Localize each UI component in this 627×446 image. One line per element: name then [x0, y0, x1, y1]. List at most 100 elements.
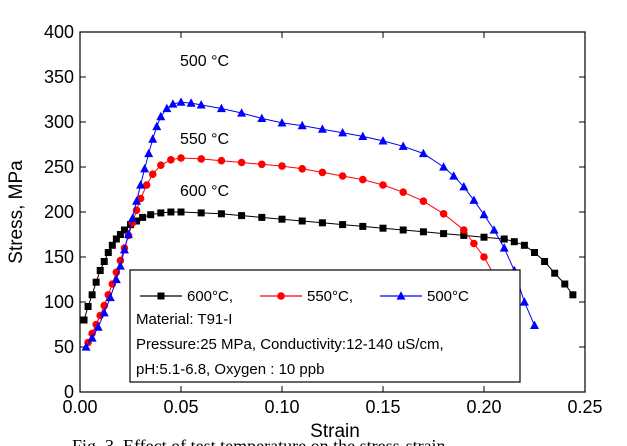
marker	[80, 316, 88, 324]
marker	[358, 131, 368, 140]
marker	[156, 111, 166, 121]
x-tick-label: 0.15	[365, 397, 400, 417]
y-tick-label: 350	[44, 67, 74, 87]
marker	[237, 158, 246, 167]
marker	[197, 155, 205, 163]
annotation: 550 °C	[180, 131, 229, 148]
marker	[148, 170, 157, 178]
marker	[186, 98, 196, 107]
marker	[217, 210, 225, 218]
marker	[112, 235, 120, 243]
marker	[510, 238, 518, 246]
x-tick-label: 0.00	[62, 397, 97, 417]
legend-note: pH:5.1-6.8, Oxygen : 10 ppb	[136, 361, 324, 378]
marker	[479, 209, 489, 219]
marker	[359, 222, 367, 230]
marker	[177, 154, 185, 162]
marker	[338, 128, 348, 137]
marker	[87, 333, 97, 342]
marker	[338, 172, 347, 180]
marker	[167, 156, 175, 164]
marker	[147, 211, 155, 219]
marker	[152, 121, 162, 131]
marker	[277, 292, 285, 300]
marker	[399, 188, 408, 196]
legend-label: 550°C,	[307, 288, 353, 305]
y-tick-label: 300	[44, 112, 74, 132]
marker	[258, 160, 266, 169]
marker	[419, 228, 427, 236]
marker	[460, 231, 468, 239]
marker	[93, 322, 103, 331]
marker	[298, 165, 307, 173]
marker	[105, 292, 115, 302]
marker	[499, 243, 509, 252]
y-tick-label: 150	[44, 247, 74, 267]
marker	[133, 217, 141, 225]
marker	[277, 118, 287, 127]
legend-note: Material: T91-I	[136, 311, 232, 328]
marker	[440, 230, 448, 238]
marker	[317, 124, 327, 133]
marker	[84, 303, 92, 310]
legend-box	[129, 269, 521, 383]
x-tick-label: 0.05	[163, 397, 198, 417]
marker	[217, 156, 226, 165]
marker	[531, 249, 538, 256]
y-tick-label: 100	[44, 292, 74, 312]
marker	[92, 278, 100, 286]
marker	[318, 219, 326, 227]
marker	[100, 258, 108, 265]
marker	[115, 261, 125, 270]
marker	[297, 120, 307, 130]
marker	[460, 226, 468, 234]
caption: Fig. 3. Effect of test temperature on th…	[72, 436, 446, 446]
marker	[480, 233, 488, 241]
legend-label: 500°C	[427, 288, 469, 305]
marker	[238, 212, 246, 220]
marker	[519, 297, 529, 306]
marker	[148, 134, 158, 143]
marker	[318, 168, 327, 177]
marker	[379, 181, 387, 189]
legend-note: Pressure:25 MPa, Conductivity:12-140 uS/…	[136, 336, 444, 353]
marker	[157, 209, 165, 217]
marker	[99, 308, 109, 317]
marker	[339, 221, 347, 229]
y-tick-label: 50	[54, 337, 74, 357]
x-tick-label: 0.20	[466, 397, 501, 417]
marker	[258, 213, 266, 221]
y-axis-label: Stress, MPa	[6, 160, 27, 264]
marker	[449, 171, 459, 180]
marker	[418, 148, 428, 158]
marker	[419, 197, 428, 205]
marker	[399, 226, 407, 234]
marker	[104, 249, 112, 256]
x-tick-label: 0.10	[264, 397, 299, 417]
marker	[132, 196, 142, 205]
x-tick-label: 0.25	[567, 397, 602, 417]
marker	[157, 292, 165, 300]
marker	[489, 225, 499, 234]
annotation: 500 °C	[180, 53, 229, 70]
y-tick-label: 0	[64, 382, 74, 402]
marker	[197, 209, 205, 217]
marker	[396, 291, 406, 300]
marker	[439, 162, 449, 171]
marker	[81, 342, 91, 351]
marker	[116, 231, 124, 238]
marker	[278, 162, 286, 170]
marker	[398, 141, 408, 150]
marker	[500, 235, 508, 243]
marker	[237, 108, 247, 117]
marker	[216, 103, 226, 113]
marker	[108, 241, 116, 249]
marker	[359, 175, 367, 184]
marker	[167, 208, 175, 216]
marker	[298, 217, 306, 225]
marker	[96, 267, 104, 274]
marker	[480, 253, 488, 261]
marker	[379, 224, 387, 232]
